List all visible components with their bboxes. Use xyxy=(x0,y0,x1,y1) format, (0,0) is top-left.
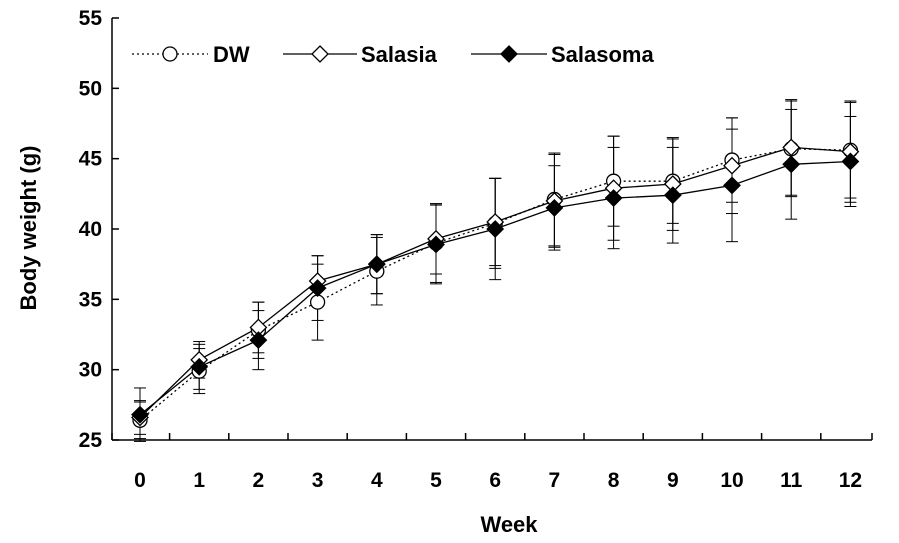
x-tick-label: 11 xyxy=(780,469,803,492)
y-tick-label: 55 xyxy=(79,7,103,30)
marker-salasoma xyxy=(308,279,327,297)
marker-salasoma xyxy=(782,155,801,174)
marker-salasoma xyxy=(367,255,386,274)
legend-marker-dw xyxy=(162,46,178,62)
y-axis-title: Body weight (g) xyxy=(16,146,41,311)
marker-salasoma xyxy=(604,189,623,207)
x-tick-label: 5 xyxy=(430,469,442,492)
x-tick-label: 1 xyxy=(193,469,205,492)
x-tick-label: 10 xyxy=(720,469,743,492)
legend-label-salasoma: Salasoma xyxy=(551,42,654,67)
y-tick-labels: 25 30 35 40 45 50 55 xyxy=(79,7,103,452)
x-tick-label: 2 xyxy=(253,469,265,492)
y-tick-label: 45 xyxy=(79,148,103,171)
x-tick-label: 4 xyxy=(371,469,383,492)
marker-salasoma xyxy=(190,357,209,376)
legend-marker-salasoma xyxy=(500,45,518,63)
legend-label-salasia: Salasia xyxy=(361,42,438,67)
x-tick-label: 9 xyxy=(667,469,679,492)
x-axis-title: Week xyxy=(480,512,538,537)
marker-salasoma xyxy=(249,331,268,350)
x-tick-label: 0 xyxy=(134,469,146,492)
legend: DW Salasia Salasoma xyxy=(132,42,654,67)
marker-salasoma xyxy=(545,198,564,217)
marker-dw xyxy=(309,294,326,310)
marker-salasoma xyxy=(131,405,149,424)
x-tick-labels: 0 1 2 3 4 5 6 7 8 9 10 11 12 xyxy=(134,469,862,492)
y-tick-label: 35 xyxy=(79,288,103,311)
marker-salasoma xyxy=(486,220,505,238)
x-tick-label: 7 xyxy=(549,469,561,492)
legend-label-dw: DW xyxy=(213,42,250,67)
series-markers xyxy=(131,138,860,428)
x-tick-label: 12 xyxy=(839,469,862,492)
marker-salasoma xyxy=(723,176,741,195)
y-tick-label: 25 xyxy=(79,429,103,452)
error-bars xyxy=(134,99,857,442)
x-tick-label: 3 xyxy=(312,469,324,492)
marker-salasoma xyxy=(663,186,682,205)
axes xyxy=(111,17,873,441)
y-tick-label: 30 xyxy=(79,359,102,382)
x-tick-label: 6 xyxy=(489,469,501,492)
x-tick-label: 8 xyxy=(608,469,620,492)
y-tick-label: 50 xyxy=(79,77,102,100)
marker-salasoma xyxy=(427,235,445,254)
legend-marker-salasia xyxy=(311,45,329,63)
marker-salasoma xyxy=(841,152,860,171)
y-tick-label: 40 xyxy=(79,218,102,241)
marker-salasia xyxy=(723,156,741,175)
